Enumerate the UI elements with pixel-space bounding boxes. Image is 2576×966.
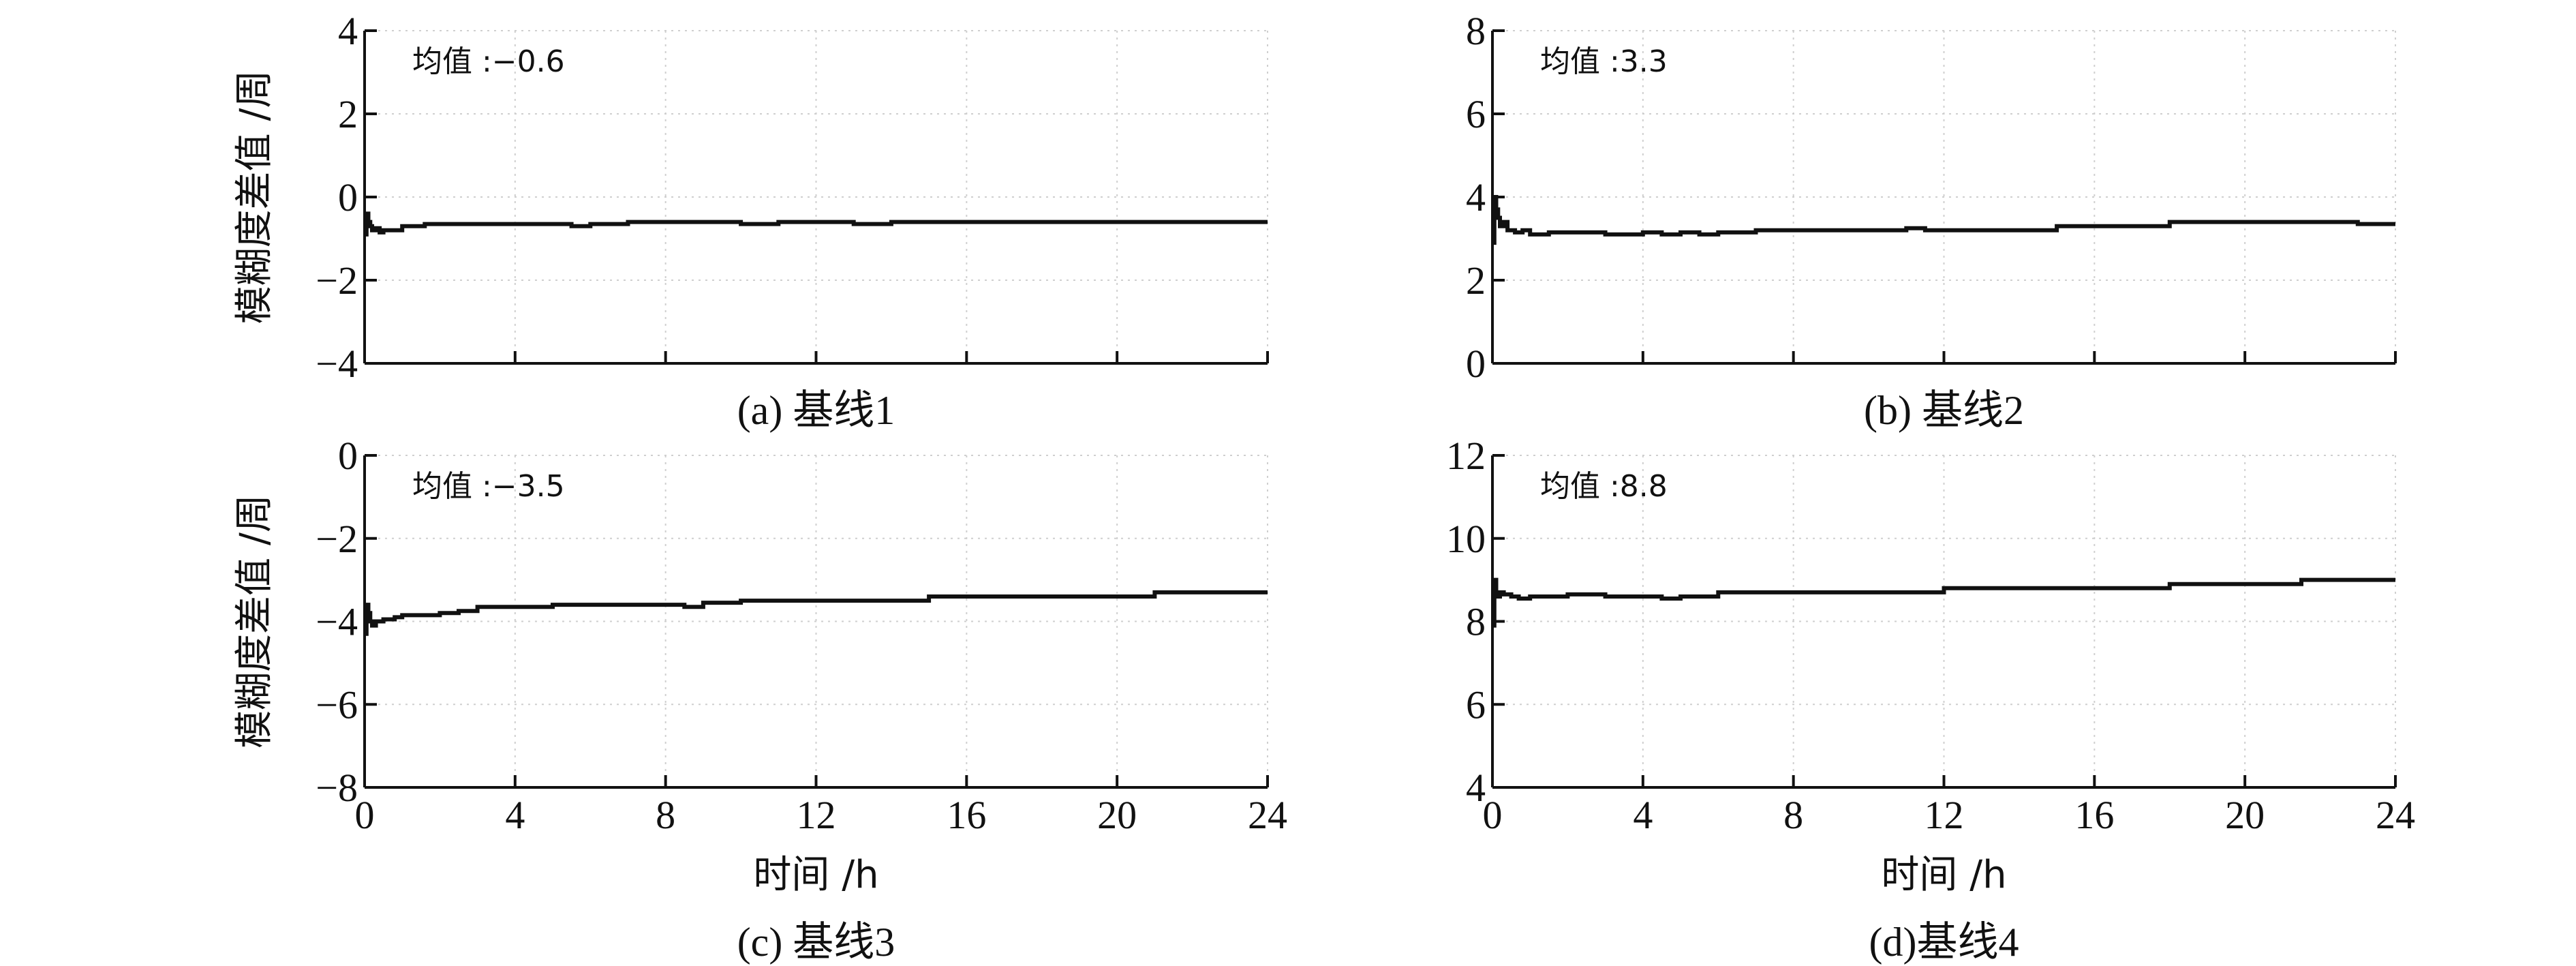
y-axis-label: 模糊度差值 /周 xyxy=(232,494,277,749)
mean-annotation: 均值 :8.8 xyxy=(1540,469,1668,504)
y-tick-label: 0 xyxy=(338,175,358,220)
y-tick-label: 4 xyxy=(1466,766,1486,810)
panel-caption: (c) 基线3 xyxy=(737,920,895,965)
y-tick-label: −6 xyxy=(316,682,358,727)
series-line xyxy=(1492,195,2395,245)
x-tick-label: 4 xyxy=(505,793,525,837)
x-tick-label: 16 xyxy=(947,793,986,837)
x-tick-label: 24 xyxy=(2376,793,2415,837)
y-tick-label: 4 xyxy=(338,9,358,53)
x-tick-label: 8 xyxy=(1783,793,1803,837)
y-tick-label: 2 xyxy=(338,92,358,136)
x-axis-label: 时间 /h xyxy=(753,853,878,897)
panel-caption: (d)基线4 xyxy=(1869,920,2019,965)
panel-caption: (a) 基线1 xyxy=(737,388,895,433)
x-tick-label: 20 xyxy=(2225,793,2265,837)
y-tick-label: 10 xyxy=(1446,517,1486,561)
x-tick-label: 12 xyxy=(797,793,836,837)
x-tick-label: 4 xyxy=(1633,793,1653,837)
panel-caption: (b) 基线2 xyxy=(1864,388,2024,433)
y-tick-label: 8 xyxy=(1466,600,1486,644)
panel-b: 0 2 4 6 8 均值 :3.3 (b) 基线2 xyxy=(1466,9,2397,433)
series-line xyxy=(1492,577,2395,628)
y-axis-label: 模糊度差值 /周 xyxy=(232,70,277,324)
y-tick-label: −4 xyxy=(316,342,358,386)
x-tick-label: 0 xyxy=(1483,793,1503,837)
y-tick-label: −4 xyxy=(316,600,358,644)
y-tick-label: −2 xyxy=(316,517,358,561)
mean-annotation: 均值 :−0.6 xyxy=(412,44,565,79)
x-tick-label: 16 xyxy=(2074,793,2114,837)
x-tick-label: 12 xyxy=(1925,793,1964,837)
y-tick-label: 6 xyxy=(1466,92,1486,136)
series-line xyxy=(364,211,1268,237)
x-tick-label: 0 xyxy=(355,793,375,837)
mean-annotation: 均值 :−3.5 xyxy=(412,469,565,504)
y-tick-label: 6 xyxy=(1466,682,1486,727)
x-axis-label: 时间 /h xyxy=(1881,853,2006,897)
y-tick-label: 4 xyxy=(1466,175,1486,220)
x-tick-label: 24 xyxy=(1248,793,1287,837)
y-tick-label: 0 xyxy=(1466,342,1486,386)
y-tick-label: 2 xyxy=(1466,258,1486,303)
y-tick-label: −8 xyxy=(316,766,358,810)
y-tick-label: 12 xyxy=(1446,434,1486,478)
series-line xyxy=(364,590,1268,636)
panel-a: −4 −2 0 2 4 均值 :−0.6 (a) 基线1 模糊度差值 /周 xyxy=(232,9,1269,433)
panel-c: −8 −6 −4 −2 0 0 4 8 12 16 20 24 均值 :−3.5 (c) 基线3 模糊度差值… xyxy=(232,434,1287,965)
y-tick-label: 0 xyxy=(338,434,358,478)
y-tick-label: −2 xyxy=(316,258,358,303)
mean-annotation: 均值 :3.3 xyxy=(1540,44,1668,79)
x-tick-label: 8 xyxy=(656,793,675,837)
y-tick-label: 8 xyxy=(1466,9,1486,53)
x-tick-label: 20 xyxy=(1097,793,1137,837)
